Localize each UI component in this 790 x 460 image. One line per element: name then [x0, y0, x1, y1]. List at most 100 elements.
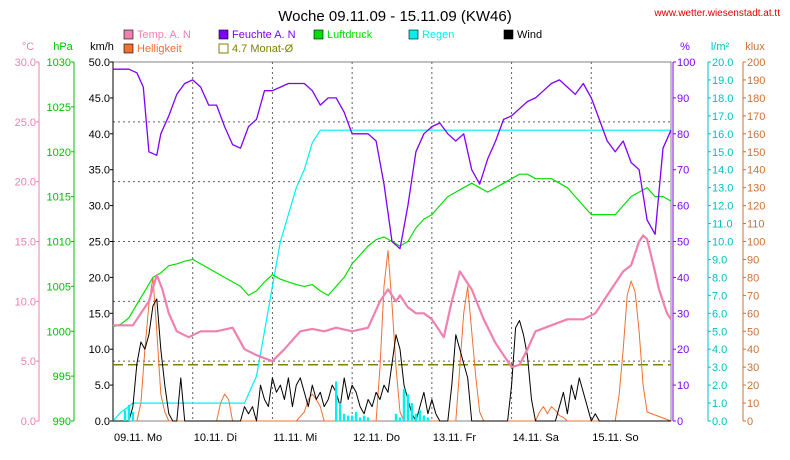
regen-tick-label: 7.0 [712, 290, 727, 302]
klux-tick-label: 120 [747, 201, 765, 213]
wind-tick-label: 0.0 [95, 416, 110, 428]
legend-label: Temp. A. N [137, 29, 191, 41]
klux-tick-label: 130 [747, 183, 765, 195]
wind-tick-label: 40.0 [89, 129, 110, 141]
wind-tick-label: 5.0 [95, 380, 110, 392]
feuchte-tick-label: 0 [677, 416, 683, 428]
temp-series-line [113, 234, 672, 369]
x-tick-label: 09.11. Mo [114, 432, 162, 444]
klux-tick-label: 80 [747, 272, 759, 284]
feuchte-unit-label: % [680, 41, 690, 53]
wind-tick-label: 20.0 [89, 272, 110, 284]
klux-tick-label: 200 [747, 57, 765, 69]
regen-tick-label: 5.0 [712, 326, 727, 338]
x-tick-label: 10.11. Di [194, 432, 237, 444]
klux-tick-label: 160 [747, 129, 765, 141]
hpa-tick-label: 1030 [47, 57, 71, 69]
hpa-tick-label: 1020 [47, 147, 71, 159]
hpa-unit-label: hPa [53, 41, 73, 53]
x-tick-label: 12.11. Do [353, 432, 400, 444]
hpa-tick-label: 1015 [47, 192, 71, 204]
temp-unit-label: °C [22, 41, 34, 53]
wind-tick-label: 10.0 [89, 344, 110, 356]
hpa-tick-label: 1025 [47, 102, 71, 114]
regen-tick-label: 16.0 [712, 129, 733, 141]
wind-tick-label: 50.0 [89, 57, 110, 69]
left-axes: 0.0 5.0 10.0 15.0 20.0 25.0 30.0 °C 990 995 1000 10… [15, 41, 114, 428]
klux-tick-label: 180 [747, 93, 765, 105]
hpa-tick-label: 990 [53, 416, 71, 428]
regen-tick-label: 19.0 [712, 75, 733, 87]
regen-tick-label: 12.0 [712, 201, 733, 213]
klux-tick-label: 70 [747, 290, 759, 302]
legend-swatch [218, 29, 229, 40]
feuchte-tick-label: 80 [677, 129, 689, 141]
klux-unit-label: klux [745, 41, 765, 53]
feuchte-tick-label: 100 [677, 57, 695, 69]
legend: Temp. A. N Feuchte A. N Luftdruck Regen Wind… [123, 29, 542, 55]
legend-label: Regen [422, 29, 454, 41]
regen-tick-label: 18.0 [712, 93, 733, 105]
right-axes: 0102030405060708090100%0.01.02.03.04.05.… [672, 41, 765, 428]
regen-tick-label: 14.0 [712, 165, 733, 177]
chart-title: Woche 09.11.09 - 15.11.09 (KW46) [278, 8, 511, 25]
regen-tick-label: 13.0 [712, 183, 733, 195]
helligkeit-series-line [113, 250, 672, 422]
feuchte-tick-label: 30 [677, 308, 689, 320]
regen-tick-label: 0.0 [712, 416, 727, 428]
regen-tick-label: 8.0 [712, 272, 727, 284]
wind-tick-label: 30.0 [89, 201, 110, 213]
feuchte-tick-label: 40 [677, 272, 689, 284]
feuchte-tick-label: 70 [677, 165, 689, 177]
regen-tick-label: 1.0 [712, 398, 727, 410]
temp-tick-label: 0.0 [21, 416, 36, 428]
regen-tick-label: 9.0 [712, 254, 727, 266]
temp-tick-label: 30.0 [15, 57, 36, 69]
klux-tick-label: 60 [747, 308, 759, 320]
feuchte-tick-label: 60 [677, 201, 689, 213]
klux-tick-label: 170 [747, 111, 765, 123]
klux-tick-label: 100 [747, 237, 765, 249]
klux-tick-label: 110 [747, 219, 765, 231]
klux-tick-label: 50 [747, 326, 759, 338]
regen-tick-label: 2.0 [712, 380, 727, 392]
wind-tick-label: 15.0 [89, 308, 110, 320]
regen-tick-label: 10.0 [712, 237, 733, 249]
regen-tick-label: 20.0 [712, 57, 733, 69]
legend-label: Wind [517, 29, 542, 41]
klux-tick-label: 150 [747, 147, 765, 159]
hpa-tick-label: 1010 [47, 237, 71, 249]
feuchte-tick-label: 50 [677, 237, 689, 249]
x-tick-label: 14.11. Sa [513, 432, 560, 444]
wind-unit-label: km/h [90, 41, 114, 53]
legend-label: 4.7 Monat-Ø [232, 43, 294, 55]
klux-tick-label: 10 [747, 398, 759, 410]
regen-tick-label: 3.0 [712, 362, 727, 374]
legend-swatch [218, 43, 229, 54]
x-tick-label: 11.11. Mi [273, 432, 317, 444]
regen-tick-label: 17.0 [712, 111, 733, 123]
x-tick-label: 15.11. So [592, 432, 638, 444]
x-tick-label: 13.11. Fr [433, 432, 477, 444]
temp-tick-label: 10.0 [15, 296, 36, 308]
legend-swatch [408, 29, 419, 40]
series-layer [112, 68, 672, 422]
wind-series-line [113, 298, 671, 422]
x-axis: 09.11. Mo 10.11. Di 11.11. Mi 12.11. Do 13.1… [114, 432, 639, 444]
legend-label: Feuchte A. N [232, 29, 296, 41]
feuchte-tick-label: 20 [677, 344, 689, 356]
hpa-tick-label: 1005 [47, 281, 71, 293]
klux-tick-label: 30 [747, 362, 759, 374]
legend-swatch [503, 29, 514, 40]
legend-label: Helligkeit [137, 43, 182, 55]
hpa-tick-label: 1000 [47, 326, 71, 338]
wind-tick-label: 25.0 [89, 237, 110, 249]
regen-tick-label: 11.0 [712, 219, 733, 231]
temp-tick-label: 20.0 [15, 177, 36, 189]
temp-tick-label: 15.0 [15, 237, 36, 249]
hpa-tick-label: 995 [53, 371, 71, 383]
klux-tick-label: 140 [747, 165, 765, 177]
klux-tick-label: 20 [747, 380, 759, 392]
temp-tick-label: 25.0 [15, 117, 36, 129]
regen-series-line [112, 129, 671, 422]
